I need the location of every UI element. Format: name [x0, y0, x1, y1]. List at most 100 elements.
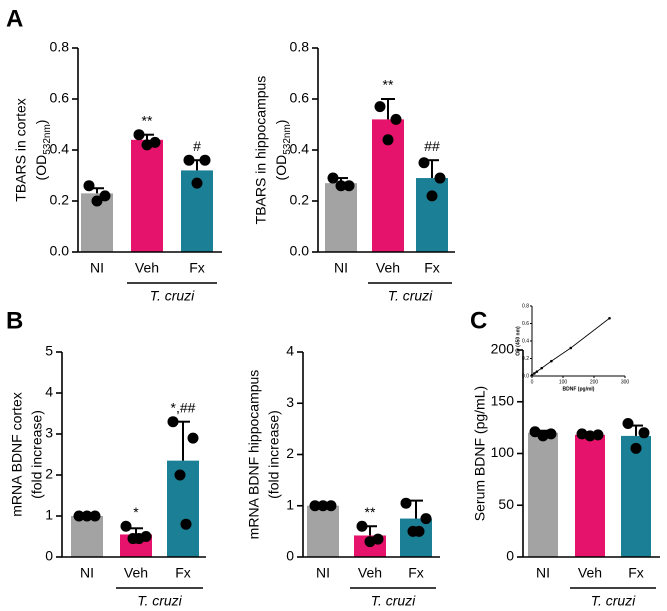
bar	[325, 183, 357, 252]
y-axis-label-part: (OD	[273, 155, 289, 181]
data-point	[434, 172, 446, 184]
y-tick-label: 0	[45, 548, 53, 564]
group-label: T. cruzi	[371, 593, 416, 609]
marker	[550, 359, 553, 363]
annotation: **	[142, 112, 153, 128]
data-point	[426, 190, 438, 202]
x-tick-label: Fx	[175, 565, 191, 581]
data-point	[309, 500, 321, 512]
data-point	[537, 430, 549, 442]
bar	[416, 178, 448, 252]
data-point	[174, 469, 186, 481]
x-tick-label: Veh	[124, 565, 148, 581]
data-point	[199, 154, 211, 166]
y-tick-label: 0.4	[522, 338, 529, 344]
y-tick-label: 4	[45, 384, 53, 400]
x-tick-label: Fx	[628, 565, 644, 581]
panel-label: C	[470, 307, 487, 334]
x-tick-label: Fx	[189, 260, 205, 276]
data-point	[413, 525, 425, 537]
y-axis-label: TBARS in hippocampus	[253, 76, 269, 225]
x-axis-label: BDNF (pg/ml)	[563, 386, 595, 392]
data-point	[343, 180, 355, 192]
y-axis-label: mRNA BDNF cortex	[9, 392, 25, 516]
data-point	[325, 500, 337, 512]
data-point	[356, 520, 368, 532]
data-point	[592, 429, 604, 441]
bar	[71, 516, 103, 557]
line	[531, 317, 610, 376]
data-point	[91, 195, 103, 207]
data-point	[335, 180, 347, 192]
group-label: T. cruzi	[137, 593, 182, 609]
y-tick-label: 0	[286, 548, 294, 564]
y-tick-label: 0.2	[522, 356, 529, 362]
y-axis-label-part: )	[33, 120, 49, 125]
y-tick-label: 3	[286, 394, 294, 410]
data-point	[317, 500, 329, 512]
data-point	[89, 510, 101, 522]
x-tick-label: 0	[531, 379, 534, 385]
y-tick-label: 1	[45, 507, 53, 523]
x-tick-label: Veh	[578, 565, 602, 581]
data-point	[327, 172, 339, 184]
x-tick-label: NI	[316, 565, 330, 581]
y-tick-label: 0.4	[50, 141, 70, 157]
data-point	[584, 430, 596, 442]
error-bar	[176, 420, 190, 461]
y-tick-label: 150	[491, 392, 515, 408]
marker	[608, 316, 611, 320]
y-axis-label: mRNA BDNF hippocampus	[246, 370, 262, 540]
data-point	[99, 190, 111, 202]
y-tick-label: 0.6	[522, 321, 529, 327]
y-axis-label: (OD532nm)	[33, 120, 53, 181]
y-axis-label: OD (450 nm)	[515, 326, 521, 356]
marker	[569, 346, 573, 350]
data-point	[83, 180, 95, 192]
data-point	[187, 432, 199, 444]
y-tick-label: 0.0	[522, 373, 529, 379]
data-point	[141, 139, 153, 151]
y-tick-label: 4	[286, 343, 294, 359]
x-tick-label: NI	[334, 260, 348, 276]
y-tick-label: 2	[286, 445, 294, 461]
x-tick-label: NI	[80, 565, 94, 581]
y-tick-label: 200	[491, 341, 515, 357]
annotation: *,##	[171, 399, 196, 415]
data-point	[382, 134, 394, 146]
y-tick-label: 50	[498, 496, 514, 512]
y-axis-label-part: 532nm	[42, 124, 53, 155]
bar	[575, 434, 605, 557]
data-point	[390, 113, 402, 125]
data-point	[638, 427, 650, 439]
x-tick-label: 300	[621, 379, 630, 385]
y-axis-label: (OD532nm)	[273, 120, 293, 181]
y-tick-label: 0	[506, 548, 514, 564]
annotation: #	[193, 138, 201, 154]
y-tick-label: 0.0	[50, 243, 70, 259]
x-tick-label: Fx	[424, 260, 440, 276]
y-tick-label: 1	[286, 496, 294, 512]
group-label: T. cruzi	[591, 593, 636, 609]
marker	[535, 370, 539, 373]
bar	[528, 432, 558, 557]
y-tick-label: 2	[45, 466, 53, 482]
annotation: *	[133, 504, 139, 520]
y-axis-label: TBARS in cortex	[13, 98, 29, 201]
y-axis-label-part: )	[273, 120, 289, 125]
annotation: ##	[424, 138, 440, 154]
marker	[533, 372, 536, 375]
data-point	[73, 510, 85, 522]
data-point	[167, 416, 179, 428]
x-tick-label: Fx	[408, 565, 424, 581]
group-label: T. cruzi	[150, 288, 195, 304]
bar	[400, 518, 432, 557]
y-tick-label: 0.8	[290, 39, 310, 55]
y-axis-label: (fold increase)	[266, 410, 282, 499]
data-point	[374, 101, 386, 113]
panel-label: A	[6, 5, 23, 32]
y-axis-label: (fold increase)	[29, 410, 45, 499]
y-tick-label: 5	[45, 343, 53, 359]
y-tick-label: 0.6	[50, 90, 70, 106]
